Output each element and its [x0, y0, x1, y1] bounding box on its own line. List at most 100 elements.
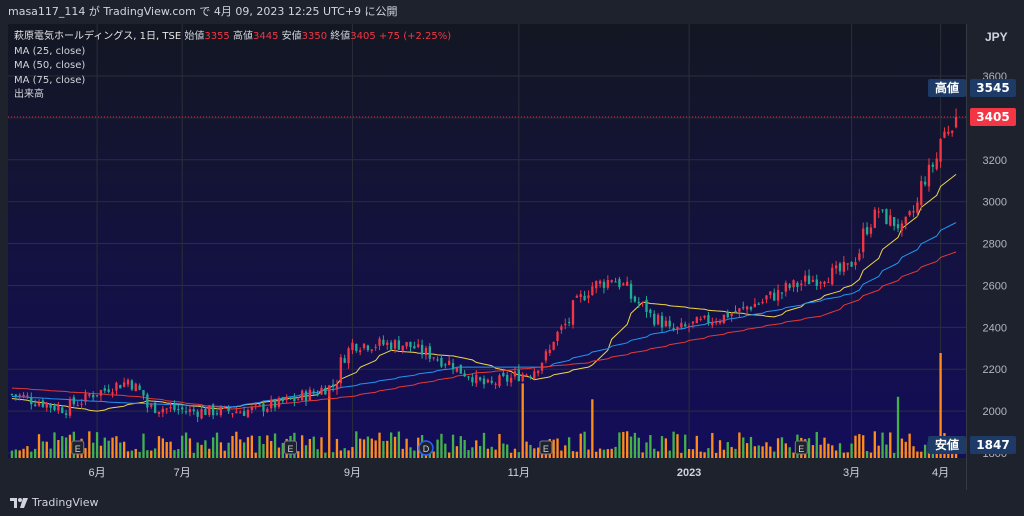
high-label: 高値	[232, 31, 253, 42]
volume-bar	[865, 451, 869, 458]
tradingview-logo[interactable]: TradingView	[10, 496, 98, 509]
time-axis-background	[0, 458, 1024, 490]
volume-bar	[904, 441, 907, 458]
candle-body	[331, 384, 335, 387]
volume-bar	[359, 438, 362, 458]
volume-bar	[773, 451, 776, 458]
candle-body	[498, 375, 501, 387]
volume-bar	[177, 449, 180, 458]
volume-bar	[382, 441, 385, 458]
candle-body	[606, 280, 609, 288]
volume-bar	[99, 445, 103, 458]
volume-bar	[571, 451, 575, 458]
candle-body	[502, 372, 505, 376]
candle-body	[169, 407, 172, 409]
candle-body	[417, 344, 420, 347]
y-tick-label: 3200	[983, 155, 1007, 167]
candle-body	[687, 325, 691, 327]
volume-bar	[776, 438, 780, 458]
volume-bar	[119, 442, 122, 458]
candle-body	[715, 321, 718, 323]
volume-bar	[153, 448, 157, 458]
symbol-label[interactable]: 萩原電気ホールディングス, 1日, TSE	[14, 31, 182, 42]
candle-body	[943, 131, 946, 138]
candle-body	[316, 393, 319, 396]
dividend-marker[interactable]: D	[418, 440, 434, 456]
earnings-marker[interactable]: E	[284, 440, 298, 455]
volume-bar	[227, 442, 230, 458]
candle-body	[258, 404, 261, 406]
candle-body	[409, 341, 412, 348]
open-label: 始値	[184, 31, 205, 42]
candle-body	[223, 406, 226, 408]
volume-bar	[575, 451, 579, 458]
candle-body	[285, 397, 288, 401]
volume-bar	[769, 446, 772, 458]
ma-line	[11, 222, 957, 408]
volume-bar	[896, 396, 900, 458]
legend-volume[interactable]: 出来高	[14, 89, 44, 100]
volume-bar	[126, 451, 130, 458]
volume-bar	[254, 452, 257, 458]
earnings-marker[interactable]: E	[539, 440, 553, 455]
candle-body	[850, 261, 853, 267]
candle-body	[865, 227, 869, 235]
candle-body	[552, 341, 555, 350]
candle-body	[84, 393, 87, 402]
candle-body	[738, 308, 741, 312]
volume-bar	[699, 451, 702, 458]
candle-body	[393, 340, 397, 349]
volume-bar	[30, 451, 33, 458]
candle-body	[579, 294, 582, 298]
svg-text:D: D	[423, 444, 430, 454]
volume-bar	[463, 439, 466, 458]
volume-bar	[347, 450, 350, 458]
volume-bar	[84, 448, 87, 458]
volume-bar	[691, 449, 695, 458]
candle-body	[742, 307, 745, 309]
time-axis[interactable]: 6月 7月 9月 11月 2023 3月 4月	[88, 467, 949, 479]
candle-body	[881, 209, 884, 211]
volume-bar	[908, 433, 911, 458]
candle-body	[869, 227, 873, 234]
volume-bar	[250, 435, 253, 458]
candle-body	[885, 209, 888, 225]
attribution-text: masa117_114 が TradingView.com で 4月 09, 2…	[8, 5, 398, 18]
volume-bar	[811, 445, 815, 458]
legend-ma25[interactable]: MA (25, close)	[14, 45, 86, 57]
candle-body	[262, 403, 265, 412]
candle-body	[892, 217, 896, 226]
volume-bar	[672, 431, 675, 458]
earnings-marker[interactable]: E	[71, 440, 85, 455]
svg-text:E: E	[288, 444, 294, 454]
y-tick-label: 3000	[983, 197, 1007, 209]
volume-bar	[862, 435, 865, 458]
volume-bar	[892, 452, 896, 458]
earnings-marker[interactable]: E	[794, 440, 808, 455]
candle-body	[463, 373, 466, 377]
volume-bar	[308, 438, 312, 458]
volume-bar	[459, 436, 462, 458]
volume-bar	[10, 450, 14, 458]
candle-body	[219, 406, 223, 416]
volume-bar	[335, 438, 339, 458]
volume-bar	[215, 432, 219, 458]
volume-bar	[444, 443, 447, 458]
legend-ma75[interactable]: MA (75, close)	[14, 74, 86, 86]
volume-bar	[397, 431, 401, 458]
low-value: 3350	[301, 31, 328, 42]
volume-bar	[645, 442, 648, 458]
volume-bar	[150, 450, 153, 458]
volume-bar	[471, 447, 474, 458]
candle-body	[776, 290, 780, 301]
candle-body	[668, 320, 671, 327]
candle-body	[293, 397, 296, 402]
candle-body	[250, 406, 253, 411]
legend-ma50[interactable]: MA (50, close)	[14, 60, 86, 71]
candle-body	[676, 326, 679, 330]
candle-body	[749, 307, 753, 310]
candle-body	[815, 279, 818, 287]
volume-bar	[103, 437, 106, 458]
volume-bar	[850, 443, 853, 458]
volume-bar	[680, 452, 683, 458]
